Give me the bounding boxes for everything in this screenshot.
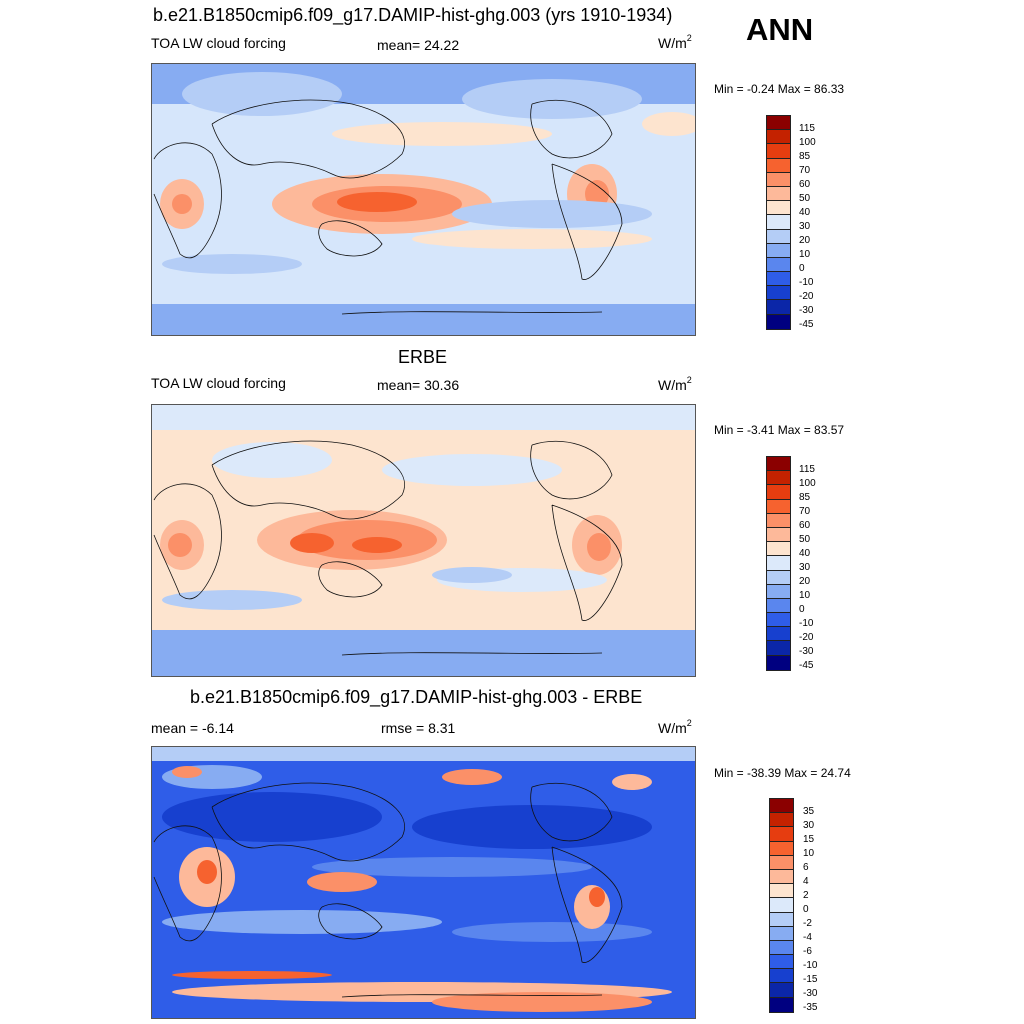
colorbar-label: -30 xyxy=(803,988,818,999)
colorbar-label: 4 xyxy=(803,876,809,887)
colorbar-label: 115 xyxy=(799,464,815,475)
colorbar-label: -2 xyxy=(803,918,812,929)
colorbar-label: -10 xyxy=(803,960,818,971)
panel-2-minmax: Min = -3.41 Max = 83.57 xyxy=(714,423,845,437)
colorbar-label: 115 xyxy=(799,123,815,134)
colorbar-label: 50 xyxy=(799,534,811,545)
panel-1-variable: TOA LW cloud forcing xyxy=(151,35,286,51)
panel-2-units: W/m2 xyxy=(658,375,692,393)
colorbar-label: 2 xyxy=(803,890,809,901)
colorbar-label: 30 xyxy=(799,221,811,232)
colorbar-label: 15 xyxy=(803,834,815,845)
panel-3-colorbar xyxy=(769,798,794,1013)
panel-3-minmax: Min = -38.39 Max = 24.74 xyxy=(714,766,851,780)
colorbar-label: -35 xyxy=(803,1002,818,1013)
colorbar-label: 70 xyxy=(799,506,811,517)
colorbar-label: 0 xyxy=(799,604,805,615)
colorbar-label: 10 xyxy=(799,590,811,601)
panel-2-mean: mean= 30.36 xyxy=(377,377,460,393)
colorbar-label: 30 xyxy=(799,562,811,573)
panel-3-title: b.e21.B1850cmip6.f09_g17.DAMIP-hist-ghg.… xyxy=(190,687,643,707)
panel-1-colorbar xyxy=(766,115,791,330)
colorbar-label: 0 xyxy=(803,904,809,915)
colorbar-label: -20 xyxy=(799,632,814,643)
colorbar-label: 10 xyxy=(799,249,811,260)
panel-3-rmse: rmse = 8.31 xyxy=(381,720,456,736)
panel-3-mean: mean = -6.14 xyxy=(151,720,234,736)
colorbar-label: 40 xyxy=(799,207,811,218)
panel-1-map xyxy=(151,63,696,336)
colorbar-label: 60 xyxy=(799,520,811,531)
colorbar-label: 10 xyxy=(803,848,815,859)
colorbar-label: 100 xyxy=(799,137,816,148)
colorbar-label: 6 xyxy=(803,862,809,873)
colorbar-label: -20 xyxy=(799,291,814,302)
panel-2-colorbar xyxy=(766,456,791,671)
colorbar-label: 20 xyxy=(799,235,811,246)
colorbar-label: -45 xyxy=(799,319,814,330)
panel-2-map xyxy=(151,404,696,677)
colorbar-label: 30 xyxy=(803,820,815,831)
panel-1-mean: mean= 24.22 xyxy=(377,37,460,53)
panel-1-minmax: Min = -0.24 Max = 86.33 xyxy=(714,82,845,96)
colorbar-label: 85 xyxy=(799,492,811,503)
colorbar-label: -6 xyxy=(803,946,812,957)
panel-3-map xyxy=(151,746,696,1019)
colorbar-label: 35 xyxy=(803,806,815,817)
colorbar-label: -30 xyxy=(799,305,814,316)
colorbar-label: -45 xyxy=(799,660,814,671)
season-label: ANN xyxy=(746,12,814,47)
colorbar-label: 40 xyxy=(799,548,811,559)
panel-1-title: b.e21.B1850cmip6.f09_g17.DAMIP-hist-ghg.… xyxy=(153,5,673,25)
colorbar-label: -15 xyxy=(803,974,818,985)
colorbar-label: -30 xyxy=(799,646,814,657)
panel-2-title: ERBE xyxy=(398,347,448,367)
colorbar-label: 50 xyxy=(799,193,811,204)
panel-2-variable: TOA LW cloud forcing xyxy=(151,375,286,391)
colorbar-label: 70 xyxy=(799,165,811,176)
panel-1-units: W/m2 xyxy=(658,33,692,51)
colorbar-label: -10 xyxy=(799,277,814,288)
colorbar-label: 60 xyxy=(799,179,811,190)
colorbar-label: 0 xyxy=(799,263,805,274)
colorbar-label: 100 xyxy=(799,478,816,489)
colorbar-label: -10 xyxy=(799,618,814,629)
colorbar-label: -4 xyxy=(803,932,812,943)
panel-3-units: W/m2 xyxy=(658,718,692,736)
colorbar-label: 85 xyxy=(799,151,811,162)
colorbar-label: 20 xyxy=(799,576,811,587)
